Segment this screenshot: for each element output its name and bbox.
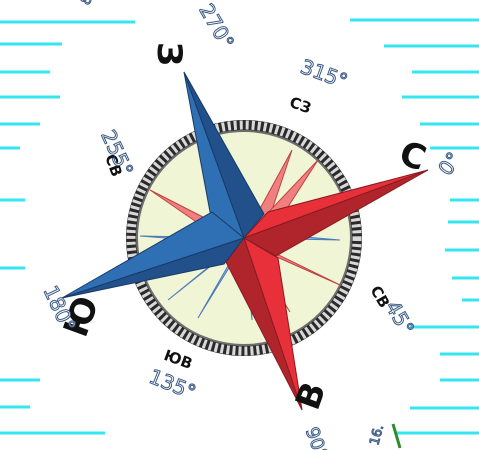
cardinal-label-east: В — [288, 377, 334, 415]
intercardinal-label-northwest: СЗ — [287, 93, 314, 117]
dial-tick-ring — [126, 120, 362, 356]
degree-label-left-mid: 255° — [96, 126, 138, 180]
cardinal-label-west: З — [149, 42, 189, 66]
background-lines — [0, 18, 479, 449]
degree-label-north: 0° — [433, 147, 466, 179]
cardinal-label-north: С — [394, 133, 431, 179]
degree-label-west: 270° — [194, 0, 239, 53]
degree-label-southeast: 135° — [146, 364, 200, 404]
compass-rose — [61, 71, 429, 411]
degree-label-northwest: 315° — [297, 54, 350, 93]
star-point-west-dark — [183, 71, 265, 239]
corner-fragment-bottom-right: 16. — [367, 423, 387, 447]
green-mark — [391, 423, 402, 449]
degree-label-east: 90° — [301, 424, 332, 450]
star-south — [61, 211, 246, 299]
star-point-south-dark — [61, 237, 246, 299]
corner-fragment-top-left: 8 — [78, 0, 96, 8]
